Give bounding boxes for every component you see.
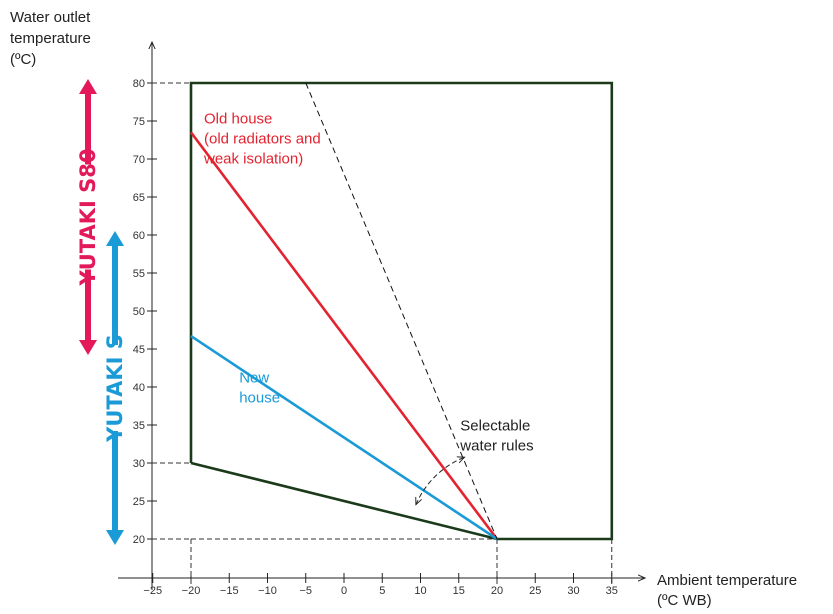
range-label: YUTAKI S80 — [76, 149, 100, 287]
y-tick-label: 20 — [133, 534, 145, 546]
axes: −25 −20 −15 −10 −5 0 5 10 15 20 25 30 35 20 25 30 35 40 45… — [118, 42, 645, 597]
range-arrows: YUTAKI S80 YUTAKI S — [75, 79, 128, 545]
x-tick-label: 20 — [491, 585, 503, 597]
annotation-line: Old house — [204, 110, 272, 127]
range-arrow-head-top — [106, 231, 124, 246]
x-axis-title-line: Ambient temperature — [657, 572, 797, 589]
range-label-backdrop — [75, 164, 101, 270]
y-tick-label: 75 — [133, 116, 145, 128]
y-axis-title: Water outlet temperature (ºC) — [10, 9, 95, 68]
y-tick-label: 60 — [133, 230, 145, 242]
x-tick-label: 35 — [606, 585, 618, 597]
y-tick-label: 55 — [133, 268, 145, 280]
x-axis-title-line: (ºC WB) — [657, 592, 712, 609]
annotation-line: water rules — [459, 437, 533, 454]
y-tick-label: 50 — [133, 306, 145, 318]
x-tick-label: 5 — [379, 585, 385, 597]
y-tick-label: 35 — [133, 420, 145, 432]
series-group — [189, 81, 614, 541]
y-tick-label: 45 — [133, 344, 145, 356]
y-tick-label: 70 — [133, 154, 145, 166]
x-tick-label: −10 — [258, 585, 277, 597]
x-tick-label: 25 — [529, 585, 541, 597]
annotation-line: Selectable — [460, 417, 530, 434]
annotation-line: (old radiators and — [204, 130, 321, 147]
x-tick-label: 15 — [453, 585, 465, 597]
range-arrow-head-bottom — [79, 340, 97, 355]
range-label: YUTAKI S — [103, 334, 127, 443]
series-line-steepest-rule — [305, 82, 498, 540]
annotation-text: Selectable water rules — [459, 417, 533, 454]
x-tick-label: −25 — [143, 585, 162, 597]
range-label-backdrop — [102, 345, 128, 431]
selectable-rules-arc — [416, 457, 465, 505]
guide-lines — [152, 82, 613, 584]
x-tick-label: 10 — [414, 585, 426, 597]
annotation-line: New — [239, 369, 269, 386]
series-line-new-house — [190, 335, 498, 541]
y-axis-title-line: (ºC) — [10, 51, 36, 68]
series-line-envelope — [189, 81, 614, 541]
y-tick-label: 65 — [133, 192, 145, 204]
x-tick-label: 0 — [341, 585, 347, 597]
y-tick-label: 40 — [133, 382, 145, 394]
range-arrow-head-top — [79, 79, 97, 94]
y-tick-label: 80 — [133, 78, 145, 90]
annotation-line: house — [239, 389, 280, 406]
series-line-old-house — [189, 131, 499, 540]
x-axis-title: Ambient temperature (ºC WB) — [657, 572, 801, 609]
annotation-text: Old house (old radiators and weak isolatio… — [203, 110, 321, 167]
x-tick-label: −5 — [299, 585, 312, 597]
range-arrow-head-bottom — [106, 530, 124, 545]
annotation-text: New house — [239, 369, 280, 406]
x-tick-label: 30 — [567, 585, 579, 597]
x-tick-label: −15 — [220, 585, 239, 597]
y-tick-label: 25 — [133, 496, 145, 508]
x-tick-label: −20 — [182, 585, 201, 597]
annotation-line: weak isolation) — [203, 150, 303, 167]
y-axis-title-line: temperature — [10, 30, 91, 47]
y-tick-label: 30 — [133, 458, 145, 470]
y-axis-title-line: Water outlet — [10, 9, 91, 26]
annotations: Old house (old radiators and weak isolatio… — [203, 110, 534, 454]
